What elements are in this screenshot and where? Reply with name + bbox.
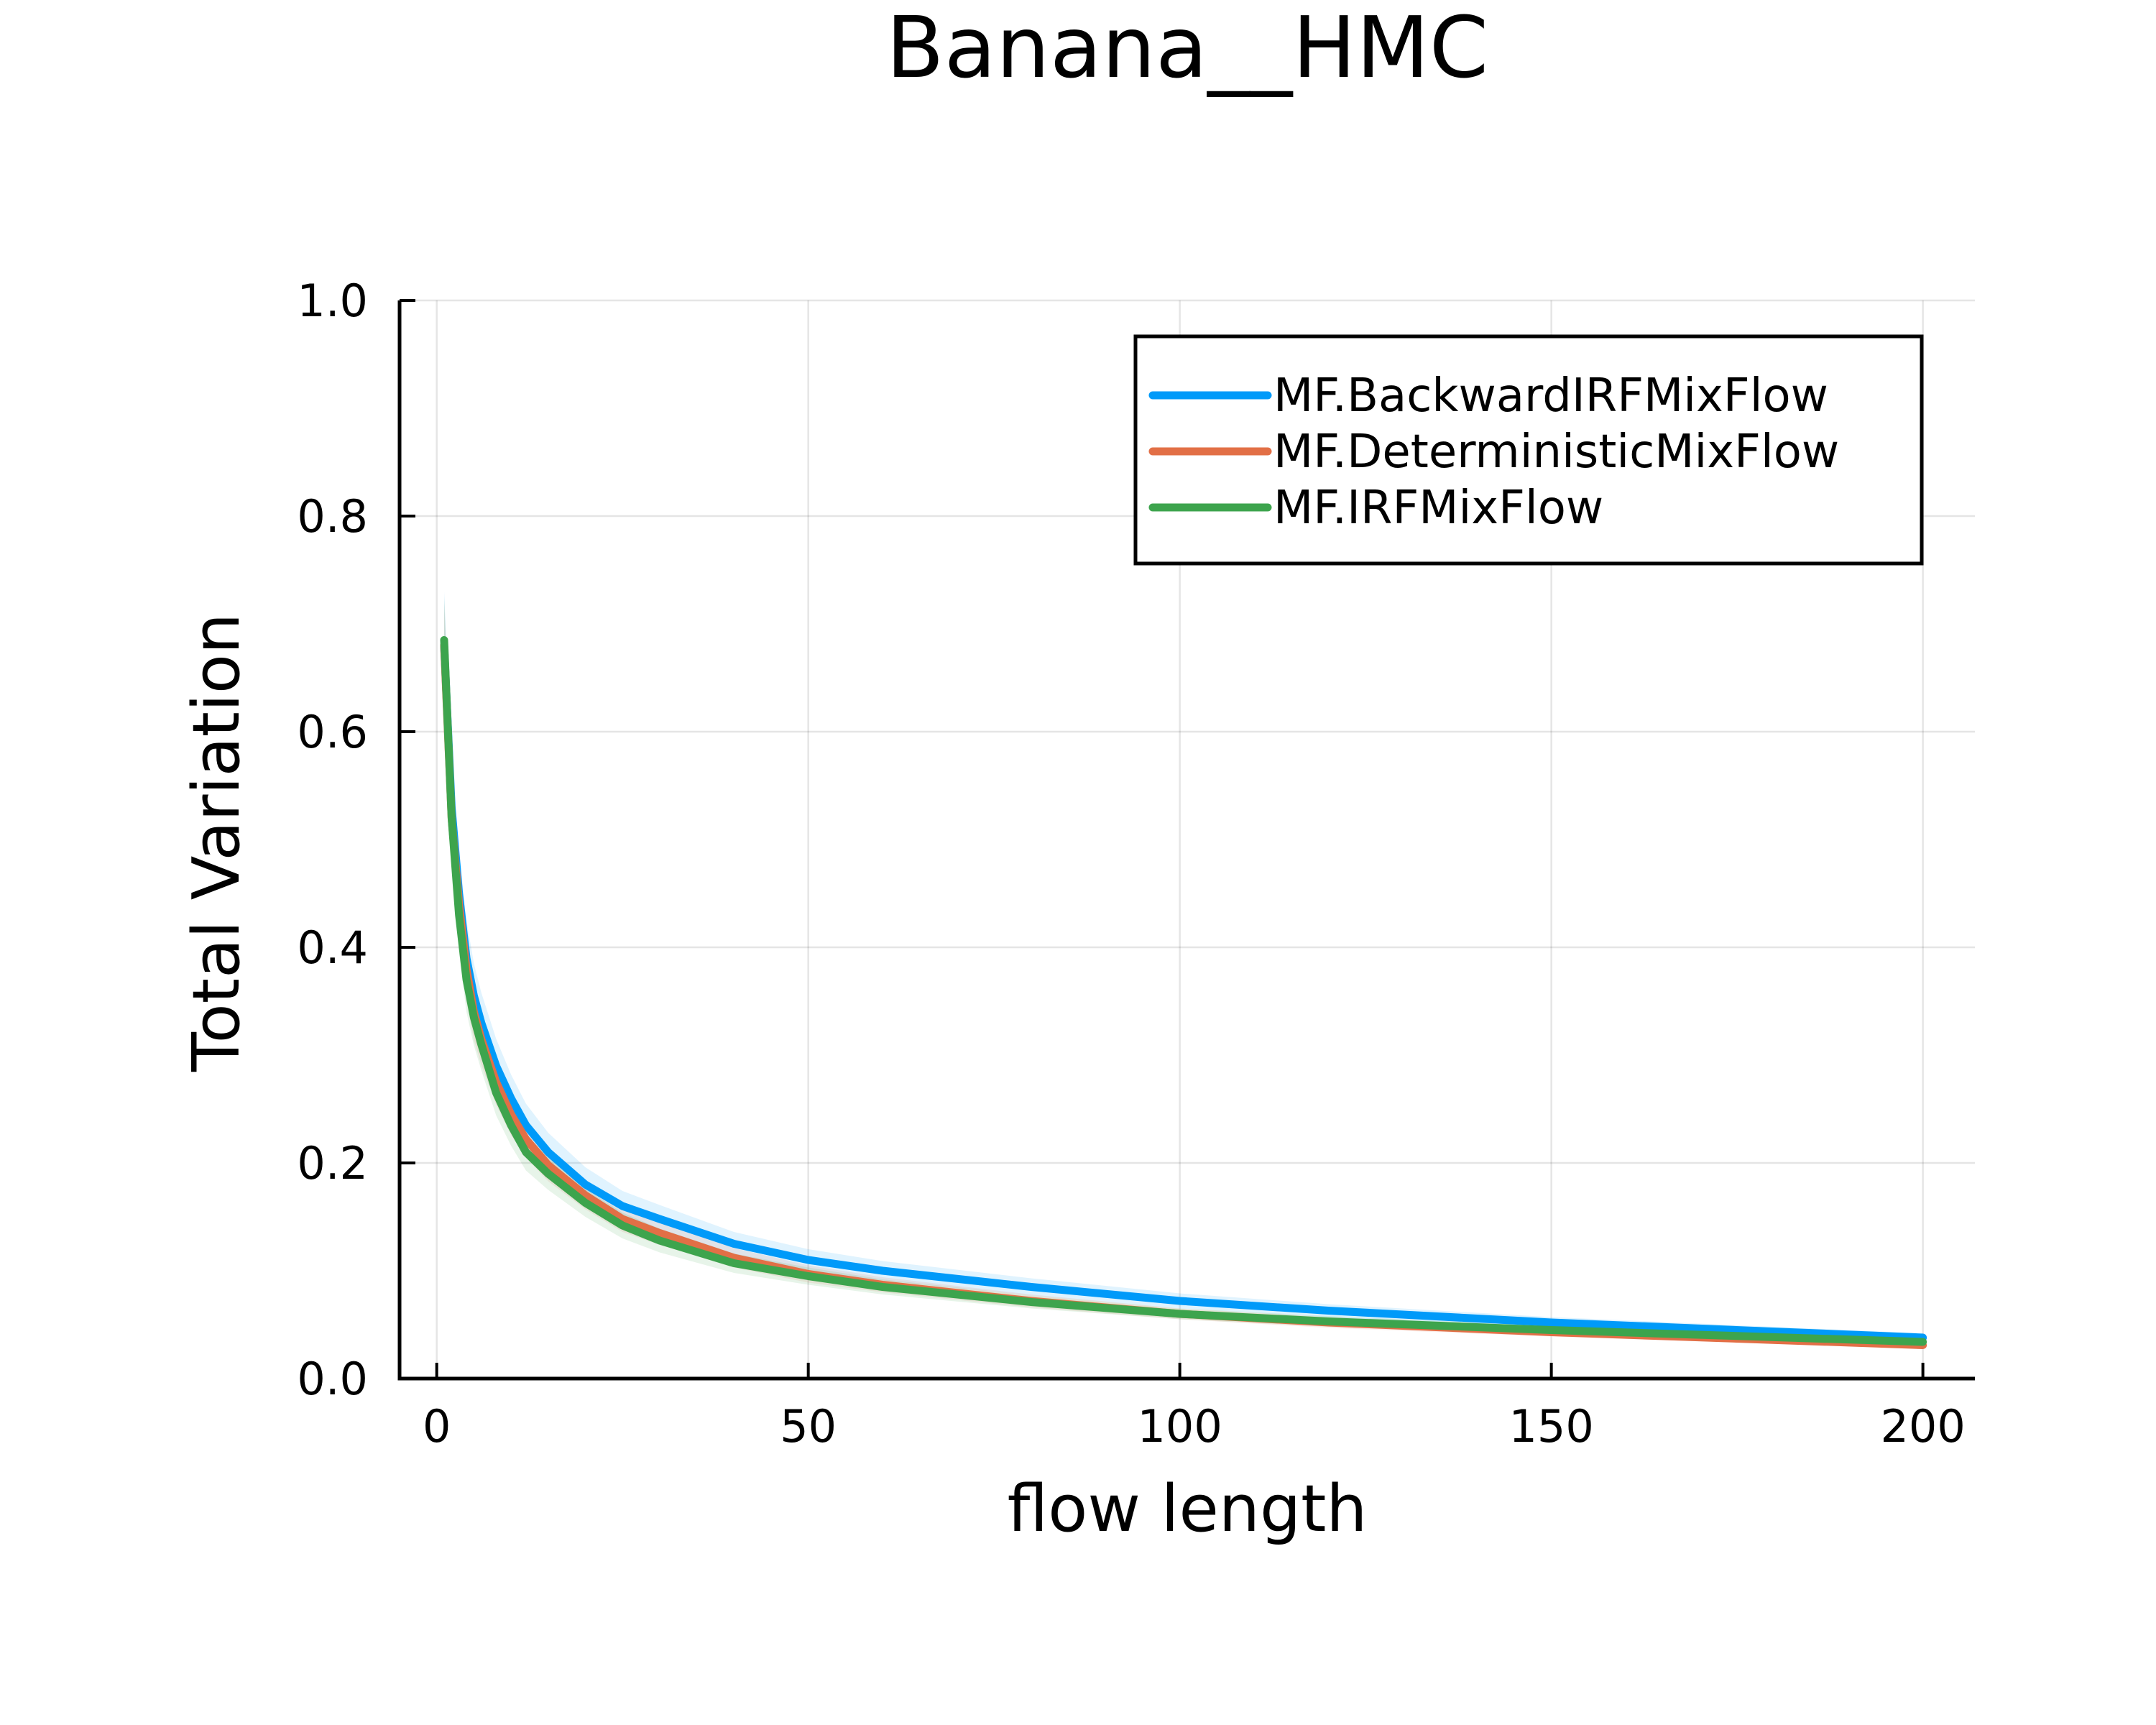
legend-label-2: MF.IRFMixFlow [1273,482,1603,535]
x-axis-label: flow length [1008,1471,1368,1547]
y-tick-label-5: 1.0 [297,275,368,327]
legend-label-1: MF.DeterministicMixFlow [1273,426,1839,479]
x-tick-label-2: 100 [1137,1400,1222,1453]
x-tick-label-4: 200 [1880,1400,1965,1453]
y-tick-label-2: 0.4 [297,921,368,974]
x-tick-label-1: 50 [780,1400,837,1453]
y-tick-label-0: 0.0 [297,1353,368,1405]
y-axis-label: Total Variation [179,613,254,1072]
x-tick-label-3: 150 [1508,1400,1593,1453]
y-tick-label-4: 0.8 [297,490,368,543]
legend: MF.BackwardIRFMixFlowMF.DeterministicMix… [1133,334,1924,566]
y-tick-label-3: 0.6 [297,706,368,758]
tick-labels: 0 50 100 150 200 0.0 0.2 0.4 0.6 0.8 1.0 [297,275,1965,1453]
series-line-2 [440,636,1927,1346]
y-tick-label-1: 0.2 [297,1137,368,1190]
chart-title: Banana__HMC [886,0,1488,97]
axes [397,299,1975,1381]
x-tick-label-0: 0 [423,1400,451,1453]
legend-label-0: MF.BackwardIRFMixFlow [1273,369,1828,423]
series-lines [440,636,1927,1349]
